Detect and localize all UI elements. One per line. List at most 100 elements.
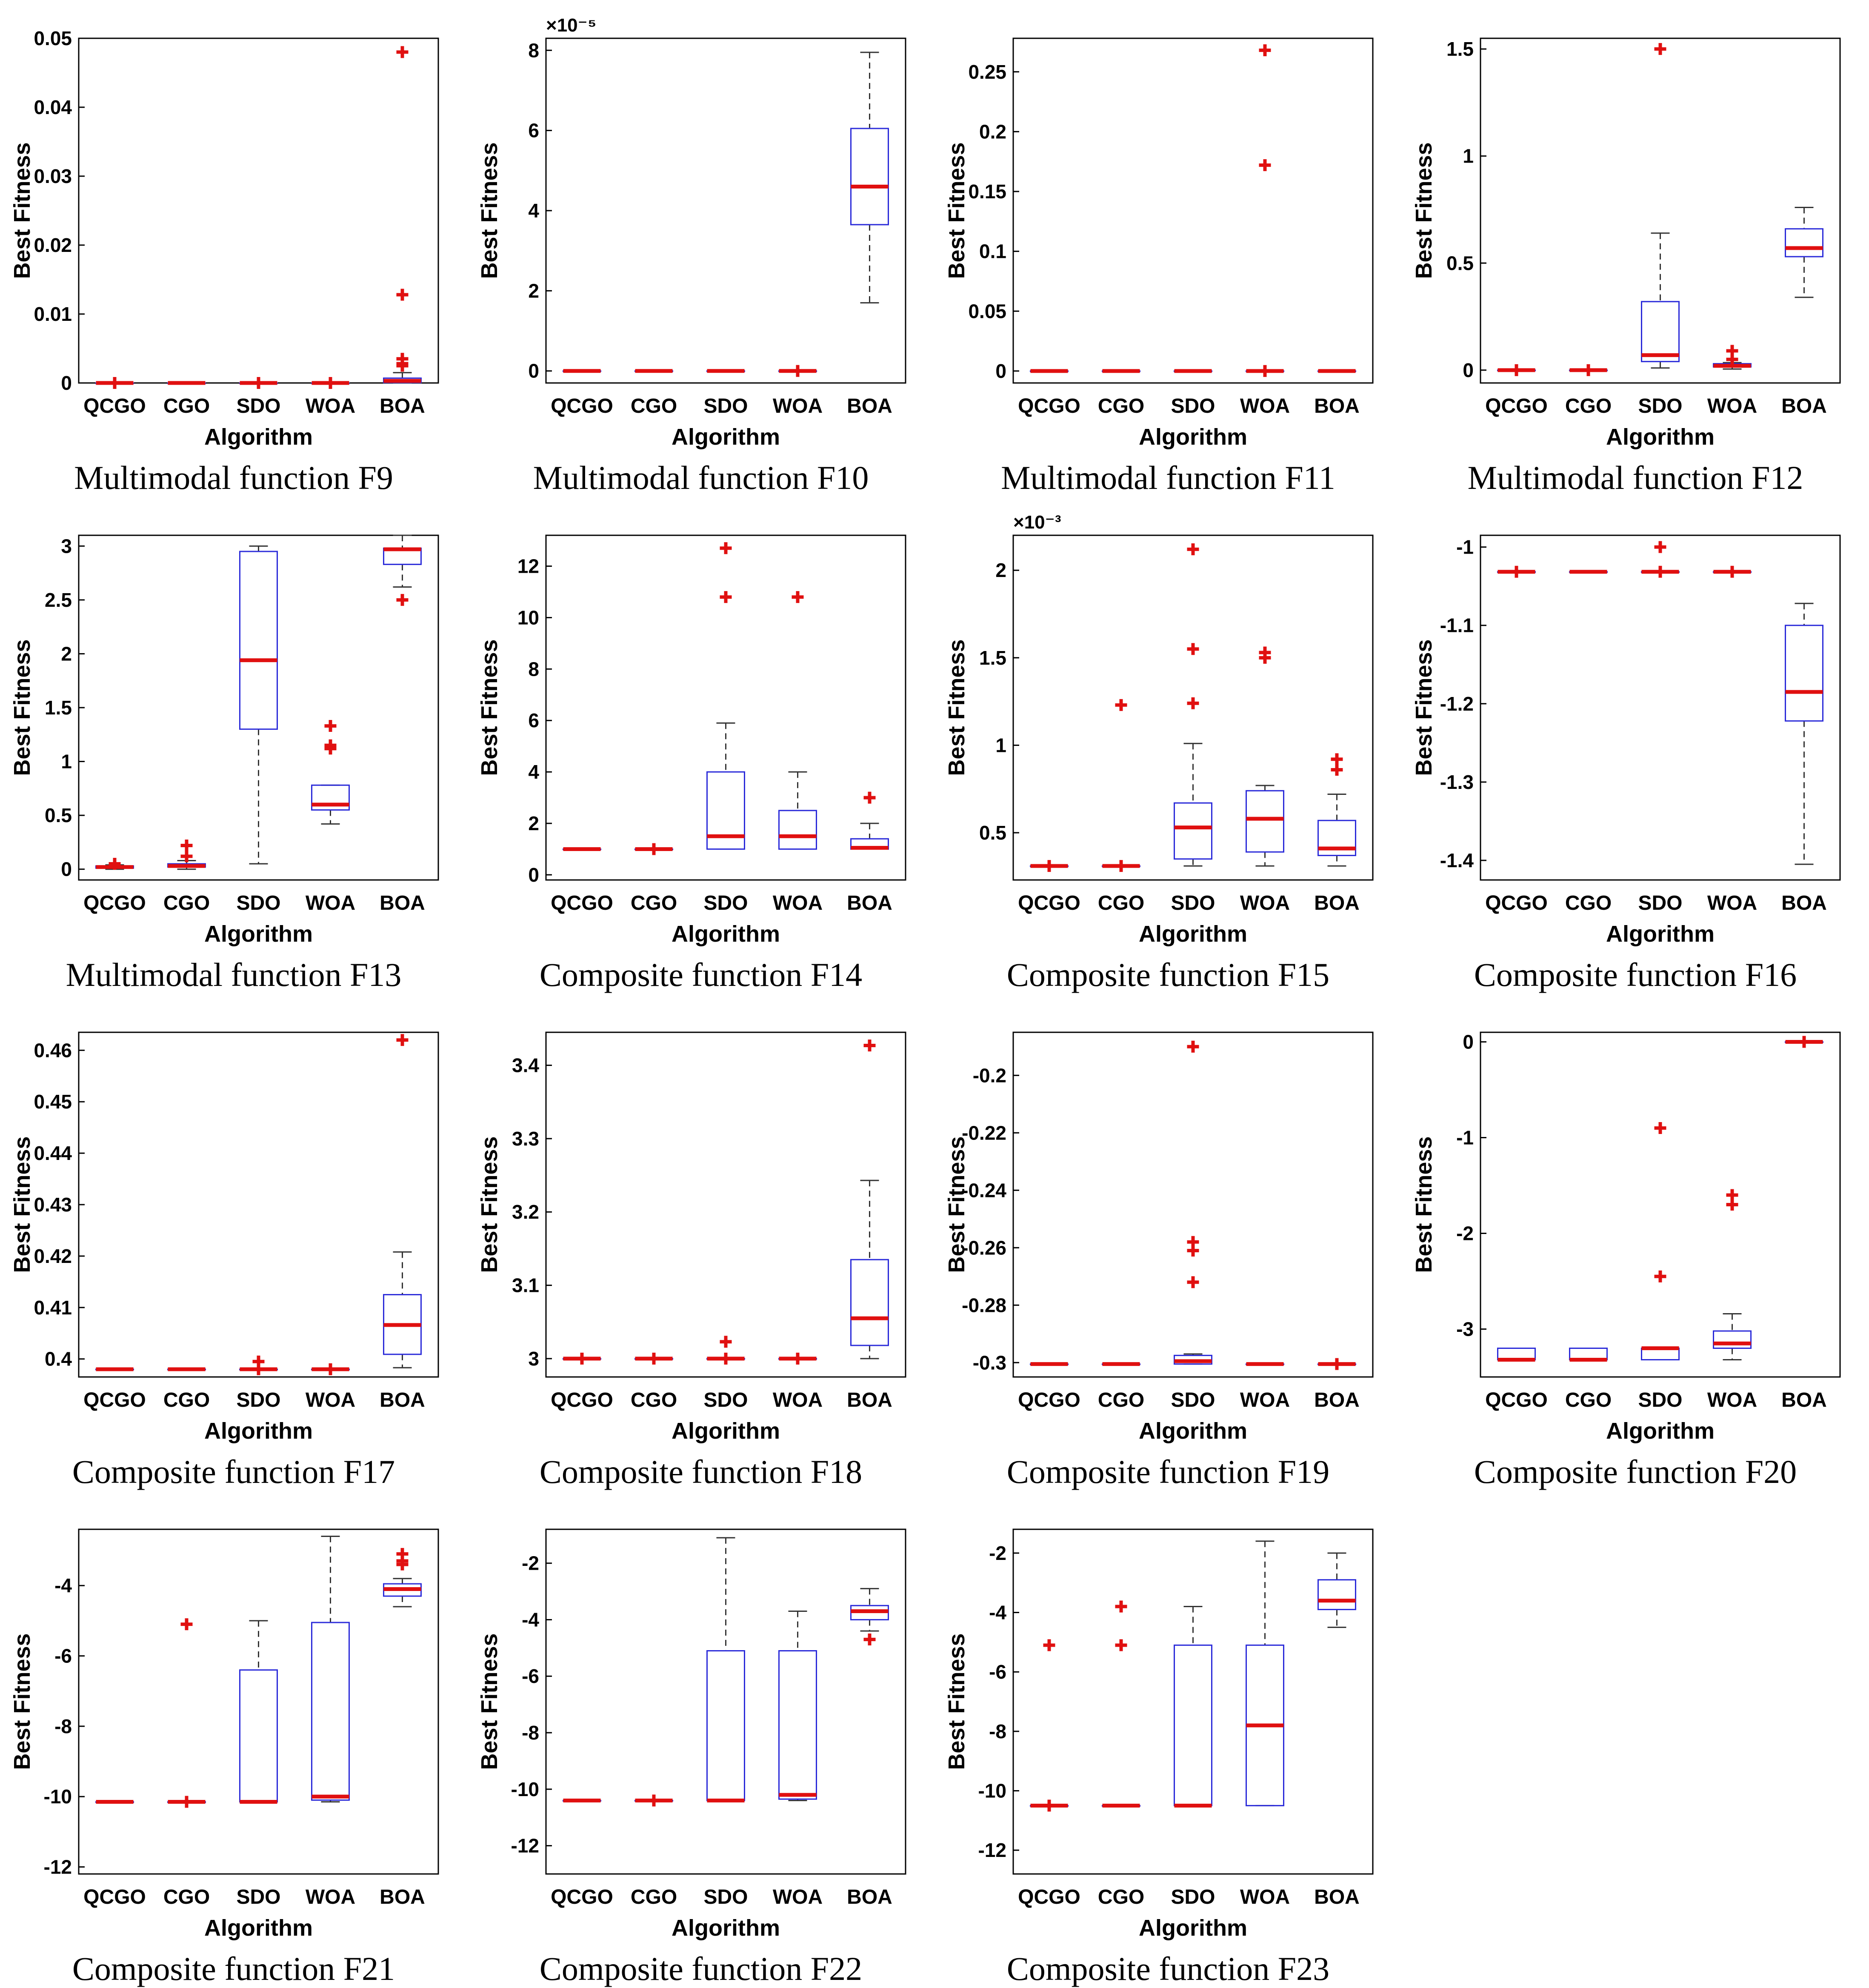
box-SDO — [239, 377, 278, 389]
chart-F10: 0 2 4 6 8 ×10⁻⁵ QCGO CGO SDO WOA BOA Algorithm Best … — [477, 15, 906, 450]
y-tick-label: -4 — [989, 1602, 1006, 1624]
x-tick-label: SDO — [703, 892, 748, 914]
y-tick-label: 0 — [61, 372, 72, 394]
box-iqr — [1317, 820, 1356, 856]
box-CGO — [634, 1352, 673, 1365]
chart-panel-F9: 0 0.01 0.02 0.03 0.04 0.05 QCGO CGO SDO WOA BOA Alg… — [0, 0, 467, 497]
y-tick-label: -8 — [54, 1715, 72, 1737]
plot-frame — [1012, 534, 1374, 881]
outlier-marker — [1259, 159, 1271, 171]
y-axis-label: Best Fitness — [477, 639, 502, 776]
outlier-marker — [1115, 1600, 1127, 1613]
y-axis-label: Best Fitness — [9, 639, 35, 776]
y-tick-label: 3 — [61, 535, 72, 557]
x-tick-label: SDO — [1171, 1389, 1215, 1411]
outlier-marker — [1726, 1199, 1738, 1211]
y-tick-label: 0 — [1463, 359, 1474, 381]
box-CGO — [167, 1618, 206, 1808]
y-tick-label: 8 — [528, 39, 539, 61]
outlier-marker — [180, 850, 193, 863]
outlier-marker — [1187, 1276, 1199, 1288]
y-tick-label: -12 — [44, 1856, 72, 1878]
x-tick-label: WOA — [1240, 1886, 1290, 1908]
chart-panel-F13: 0 0.5 1 1.5 2 2.5 3 QCGO CGO SDO WOA BOA Algorithm Be… — [0, 497, 467, 994]
box-BOA — [383, 1034, 422, 1368]
plot-frame — [1012, 1528, 1374, 1875]
x-tick-label: QCGO — [83, 1389, 146, 1411]
box-CGO — [1102, 1600, 1140, 1808]
box-BOA — [1317, 1552, 1356, 1628]
chart-caption: Composite function F17 — [72, 1453, 395, 1490]
y-tick-label: -10 — [44, 1785, 72, 1808]
x-tick-label: BOA — [380, 1886, 425, 1908]
y-tick-label: 0.42 — [34, 1245, 72, 1267]
box-CGO — [1569, 1348, 1608, 1362]
plot-frame — [545, 1528, 906, 1875]
x-axis-label: Algorithm — [672, 921, 780, 947]
chart-panel-F20: -3 -2 -1 0 QCGO CGO SDO WOA BOA Algorithm Best Fit… — [1402, 994, 1869, 1491]
outlier-marker — [1187, 697, 1199, 709]
outlier-marker — [396, 1034, 409, 1046]
chart-F20: -3 -2 -1 0 QCGO CGO SDO WOA BOA Algorithm Best Fit… — [1411, 1031, 1841, 1444]
x-tick-label: BOA — [847, 892, 892, 914]
box-iqr — [850, 1259, 889, 1346]
box-WOA — [778, 591, 817, 850]
y-tick-label: -6 — [522, 1665, 539, 1687]
outlier-marker — [180, 840, 193, 851]
x-tick-label: QCGO — [1018, 1886, 1080, 1908]
x-tick-label: SDO — [236, 395, 280, 417]
box-BOA — [1785, 206, 1823, 298]
chart-caption: Composite function F20 — [1474, 1453, 1797, 1490]
y-tick-label: 2 — [995, 559, 1006, 581]
chart-caption: Composite function F21 — [72, 1950, 395, 1987]
outlier-marker — [648, 843, 660, 855]
box-WOA — [1246, 1540, 1284, 1806]
box-WOA — [1713, 1189, 1752, 1360]
chart-F15: 0.5 1 1.5 2 ×10⁻³ QCGO CGO SDO WOA BOA Algorithm Be… — [944, 512, 1374, 947]
y-tick-label: 1.5 — [45, 697, 72, 719]
x-axis-label: Algorithm — [1139, 1915, 1247, 1941]
y-tick-label: -2 — [989, 1542, 1006, 1564]
box-WOA — [1713, 345, 1752, 370]
x-tick-label: SDO — [703, 1886, 748, 1908]
outlier-marker — [396, 46, 409, 58]
x-tick-label: BOA — [1314, 395, 1360, 417]
outlier-marker — [1654, 43, 1666, 55]
x-tick-label: QCGO — [551, 395, 613, 417]
y-axis-label: Best Fitness — [944, 1136, 969, 1273]
y-tick-label: -1.3 — [1440, 771, 1474, 793]
outlier-marker — [1798, 1036, 1810, 1048]
x-axis-label: Algorithm — [672, 1915, 780, 1941]
chart-panel-F21: -12 -10 -8 -6 -4 QCGO CGO SDO WOA BOA Algorithm Bes… — [0, 1491, 467, 1988]
x-tick-label: BOA — [1781, 1389, 1827, 1411]
box-QCGO — [1497, 1348, 1536, 1362]
box-iqr — [1174, 802, 1212, 860]
box-iqr — [778, 810, 817, 850]
box-WOA — [311, 377, 350, 389]
y-tick-label: 12 — [517, 555, 539, 577]
y-tick-label: -1 — [1456, 536, 1474, 558]
x-tick-label: SDO — [236, 1389, 280, 1411]
box-WOA — [1713, 566, 1752, 578]
y-tick-label: 0.41 — [34, 1297, 72, 1319]
box-iqr — [850, 128, 889, 226]
y-tick-label: 0.01 — [34, 303, 72, 325]
plot-frame — [545, 534, 906, 881]
outlier-marker — [1726, 353, 1738, 366]
x-tick-label: CGO — [163, 1389, 210, 1411]
outlier-marker — [180, 1796, 193, 1808]
y-tick-label: 0.44 — [34, 1142, 72, 1164]
box-WOA — [311, 1536, 350, 1803]
x-axis-label: Algorithm — [1606, 424, 1715, 450]
outlier-marker — [720, 591, 732, 603]
plot-frame — [1480, 534, 1841, 881]
x-tick-label: SDO — [1171, 892, 1215, 914]
box-iqr — [706, 771, 745, 850]
y-tick-label: 0.15 — [968, 180, 1006, 203]
x-axis-label: Algorithm — [204, 921, 313, 947]
y-tick-label: -2 — [522, 1552, 539, 1574]
x-tick-label: BOA — [1314, 892, 1360, 914]
x-tick-label: QCGO — [83, 1886, 146, 1908]
outlier-marker — [1259, 44, 1271, 57]
outlier-marker — [1259, 651, 1271, 664]
